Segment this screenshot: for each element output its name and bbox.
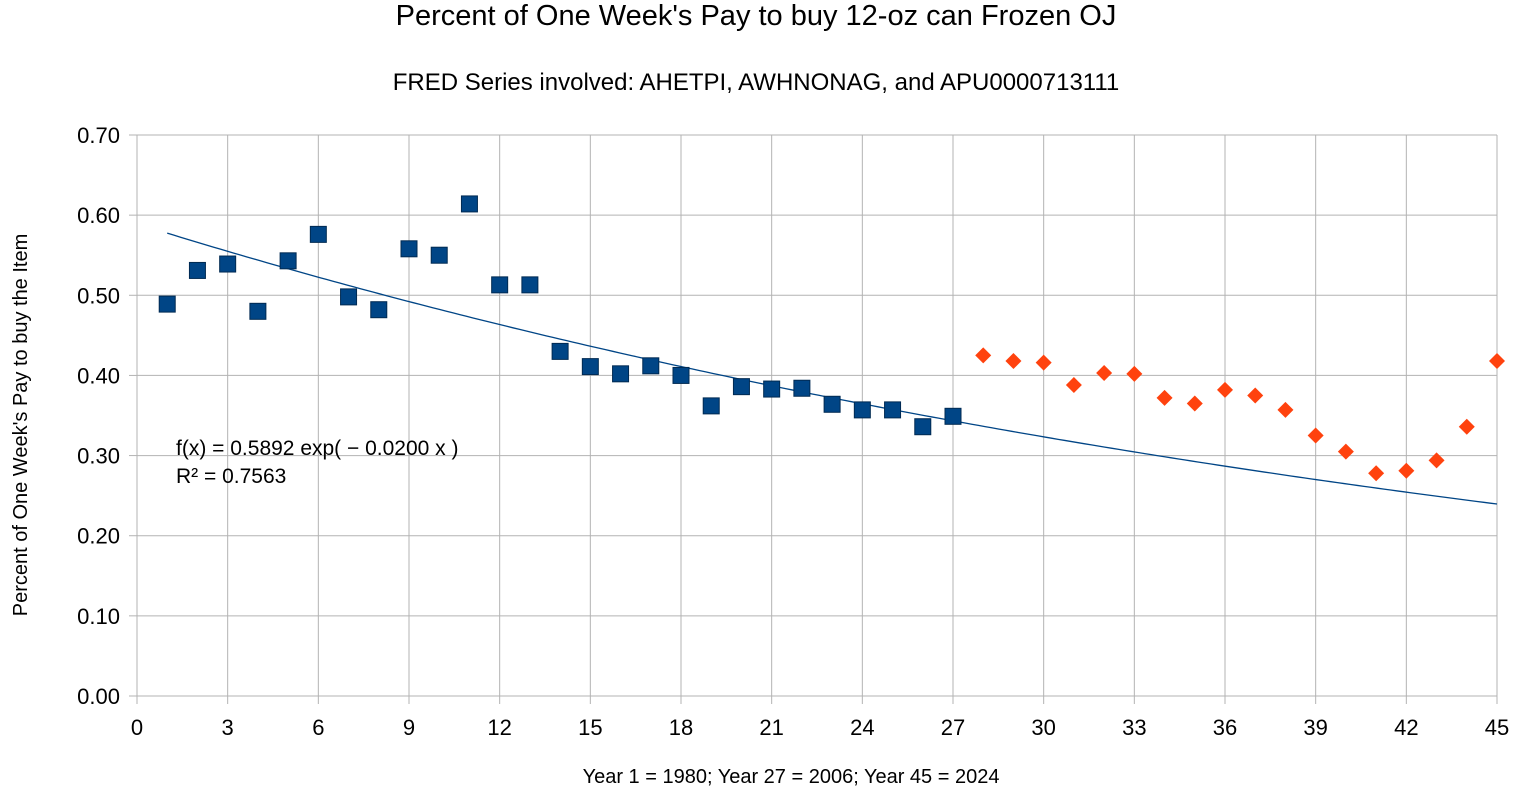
gridlines	[129, 134, 1498, 704]
x-tick-label: 3	[222, 715, 234, 740]
data-points	[158, 195, 1505, 482]
y-axis-label: Percent of One Week's Pay to buy the Ite…	[10, 234, 32, 617]
data-point-square	[430, 246, 448, 264]
data-point-square	[249, 302, 267, 320]
y-tick-label: 0.50	[77, 283, 120, 308]
x-tick-label: 15	[578, 715, 602, 740]
data-point-diamond	[1428, 452, 1445, 469]
y-tick-label: 0.00	[77, 684, 120, 709]
data-point-diamond	[1035, 354, 1052, 371]
data-point-diamond	[1065, 377, 1082, 394]
data-point-square	[823, 395, 841, 413]
x-tick-labels: 0 3 6 9 12 15 18 21 24 27 30 33 36 39 42 45	[131, 715, 1509, 740]
data-point-diamond	[1186, 395, 1203, 412]
data-point-diamond	[1277, 401, 1294, 418]
trendline-r-squared: R² = 0.7563	[176, 465, 286, 488]
chart-title: Percent of One Week's Pay to buy 12-oz c…	[396, 0, 1117, 32]
data-point-square	[853, 401, 871, 419]
chart-subtitle: FRED Series involved: AHETPI, AWHNONAG, …	[393, 69, 1120, 96]
data-point-square	[642, 357, 660, 375]
data-point-square	[793, 379, 811, 397]
data-point-square	[612, 365, 630, 383]
y-tick-labels: 0.00 0.10 0.20 0.30 0.40 0.50 0.60 0.70	[77, 123, 120, 709]
x-tick-label: 33	[1122, 715, 1146, 740]
x-tick-label: 12	[487, 715, 511, 740]
data-point-square	[188, 261, 206, 279]
data-point-diamond	[975, 347, 992, 364]
data-point-square	[491, 276, 509, 294]
data-point-square	[672, 366, 690, 384]
y-tick-label: 0.40	[77, 363, 120, 388]
data-point-square	[340, 288, 358, 306]
x-tick-label: 36	[1213, 715, 1237, 740]
data-point-diamond	[1005, 353, 1022, 370]
data-point-square	[400, 240, 418, 258]
trendline	[167, 232, 1498, 505]
data-point-diamond	[1368, 465, 1385, 482]
data-point-square	[732, 378, 750, 396]
y-tick-label: 0.70	[77, 123, 120, 148]
trendline-equation: f(x) = 0.5892 exp( − 0.0200 x )	[176, 437, 459, 460]
data-point-diamond	[1337, 443, 1354, 460]
x-tick-label: 39	[1303, 715, 1327, 740]
data-point-square	[309, 225, 327, 243]
data-point-square	[279, 252, 297, 270]
data-point-diamond	[1126, 365, 1143, 382]
x-tick-label: 9	[403, 715, 415, 740]
x-tick-label: 0	[131, 715, 143, 740]
y-tick-label: 0.10	[77, 604, 120, 629]
y-tick-label: 0.20	[77, 524, 120, 549]
data-point-square	[551, 342, 569, 360]
x-tick-label: 42	[1394, 715, 1418, 740]
data-point-square	[158, 295, 176, 313]
x-tick-label: 45	[1485, 715, 1509, 740]
data-point-square	[914, 418, 932, 436]
x-tick-label: 24	[850, 715, 874, 740]
x-axis-label: Year 1 = 1980; Year 27 = 2006; Year 45 =…	[583, 766, 1000, 788]
x-tick-label: 21	[759, 715, 783, 740]
data-point-square	[521, 276, 539, 294]
data-point-diamond	[1247, 387, 1264, 404]
x-tick-label: 30	[1031, 715, 1055, 740]
data-point-square	[219, 255, 237, 273]
x-tick-label: 27	[941, 715, 965, 740]
data-point-diamond	[1398, 462, 1415, 479]
axes	[136, 135, 1497, 697]
data-point-square	[460, 195, 478, 213]
y-tick-label: 0.60	[77, 203, 120, 228]
data-point-diamond	[1307, 427, 1324, 444]
data-point-diamond	[1217, 381, 1233, 398]
data-point-square	[944, 407, 962, 425]
data-point-diamond	[1096, 365, 1113, 382]
data-point-square	[370, 301, 388, 319]
data-point-square	[702, 397, 720, 415]
x-tick-label: 18	[669, 715, 693, 740]
data-point-square	[763, 380, 781, 398]
y-tick-label: 0.30	[77, 444, 120, 469]
data-point-diamond	[1458, 418, 1475, 435]
data-point-diamond	[1489, 353, 1505, 370]
data-point-square	[581, 358, 599, 376]
x-tick-label: 6	[312, 715, 324, 740]
data-point-square	[884, 401, 902, 419]
data-point-diamond	[1156, 389, 1173, 406]
